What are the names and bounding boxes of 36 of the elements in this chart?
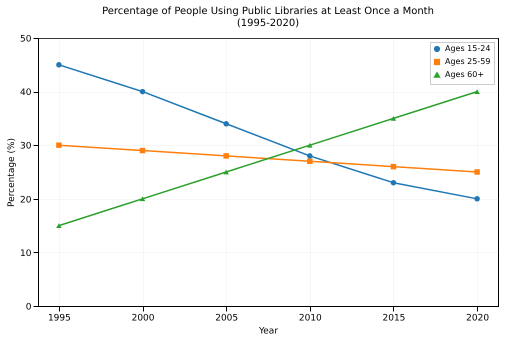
x-tick-label: 2000 [132, 314, 155, 324]
x-tick-label: 1995 [48, 314, 71, 324]
legend-label: Ages 60+ [445, 70, 484, 79]
point [474, 196, 480, 202]
point [390, 116, 396, 121]
chart-title: Percentage of People Using Public Libraries at Least Once a Month (1995-2020) [102, 6, 434, 29]
point [140, 88, 146, 94]
legend-label: Ages 25-59 [445, 57, 490, 66]
y-tick-label: 10 [20, 248, 32, 259]
point [223, 121, 229, 126]
point [223, 170, 229, 174]
point [56, 142, 62, 148]
y-tick-label: 20 [20, 195, 32, 206]
x-tick-label: 2015 [382, 314, 406, 324]
point [56, 62, 62, 68]
y-tick-label: 0 [26, 302, 32, 312]
point [140, 196, 146, 202]
point [390, 180, 396, 186]
point [307, 153, 313, 159]
x-tick-label: 2005 [215, 314, 238, 324]
point [390, 164, 396, 170]
point [307, 158, 313, 164]
y-tick-label: 30 [20, 142, 32, 152]
point [140, 148, 146, 154]
x-axis-title: Year [258, 326, 278, 336]
point [56, 223, 62, 228]
y-tick-label: 40 [20, 88, 32, 98]
x-tick-label: 2020 [466, 314, 490, 324]
y-axis-title: Percentage (%) [7, 138, 18, 208]
point [474, 89, 480, 94]
legend-label: Ages 15-24 [445, 44, 490, 53]
x-tick-label: 2010 [298, 314, 322, 324]
y-tick-label: 50 [20, 34, 32, 44]
point [474, 169, 480, 175]
point [223, 153, 229, 159]
point [307, 142, 313, 148]
